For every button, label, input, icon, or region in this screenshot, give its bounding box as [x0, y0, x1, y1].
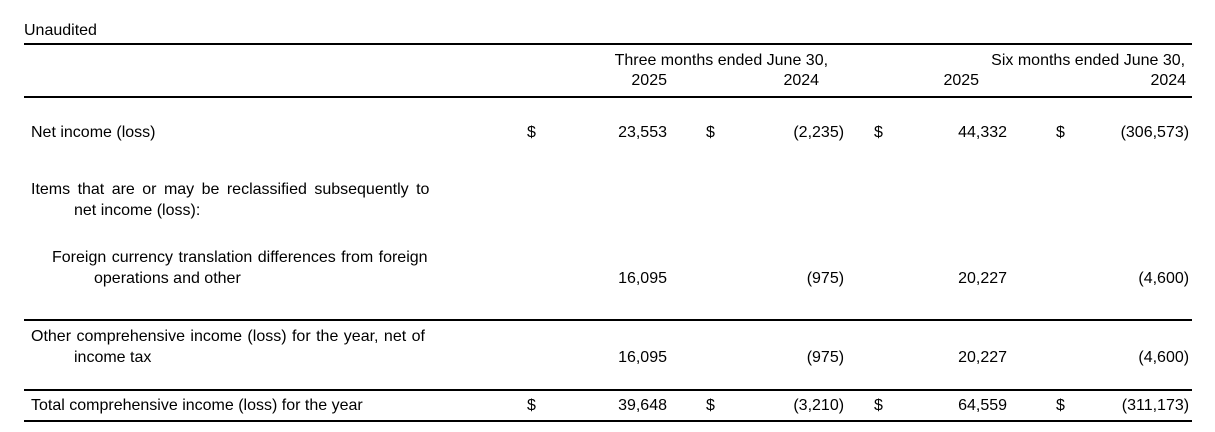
currency-symbol [672, 157, 732, 221]
currency-symbol [1012, 221, 1082, 320]
currency-symbol [499, 221, 554, 320]
year-header-3mo-2024: 2024 [732, 71, 850, 98]
value-cell-6mo-2024: (4,600) [1138, 270, 1190, 287]
row-label-line: operations and other [94, 270, 241, 287]
value-cell-3mo-2025: 23,553 [618, 124, 667, 141]
currency-symbol [1012, 157, 1082, 221]
value-cell-3mo-2025: 16,095 [554, 319, 672, 390]
value-cell-6mo-2025 [899, 157, 1012, 221]
row-label-line: Other comprehensive income (loss) for th… [31, 328, 425, 345]
col-group-six-months: Six months ended June 30, [991, 52, 1186, 69]
row-label: Other comprehensive income (loss) for th… [24, 319, 499, 390]
currency-symbol: $ [527, 124, 536, 141]
row-label: Net income (loss) [24, 97, 499, 157]
currency-symbol: $ [849, 389, 900, 422]
row-label-line: Total comprehensive income (loss) for th… [31, 397, 363, 414]
value-cell-3mo-2024: (975) [732, 319, 850, 390]
label-column-header-blank [24, 71, 499, 98]
table-row-items-reclassified: Items that are or may be reclassified su… [24, 157, 1192, 221]
comprehensive-income-table: Three months ended June 30, Six months e… [24, 43, 1193, 422]
row-label: Foreign currency translation differences… [24, 221, 499, 320]
currency-symbol: $ [1012, 389, 1083, 422]
currency-symbol [499, 319, 554, 390]
spacer-cell [1012, 71, 1083, 98]
row-label-line: Foreign currency translation differences… [52, 249, 428, 266]
row-label-line: net income (loss): [74, 202, 201, 219]
currency-symbol: $ [672, 389, 732, 422]
currency-symbol [849, 157, 899, 221]
label-column-header-blank [24, 44, 499, 71]
currency-symbol [849, 221, 899, 320]
unaudited-label: Unaudited [24, 22, 97, 39]
value-cell-6mo-2024: (4,600) [1082, 319, 1193, 390]
value-cell-6mo-2025: 20,227 [958, 270, 1008, 287]
currency-symbol [499, 157, 554, 221]
currency-symbol [672, 319, 732, 390]
value-cell-6mo-2025: 20,227 [899, 319, 1013, 390]
currency-symbol [1012, 319, 1083, 390]
currency-symbol: $ [706, 124, 715, 141]
row-label-line: Net income (loss) [31, 124, 156, 141]
value-cell-6mo-2024: (311,173) [1082, 389, 1193, 422]
table-row-total-comprehensive-income: Total comprehensive income (loss) for th… [24, 389, 1193, 422]
table-row-other-comprehensive-income: Other comprehensive income (loss) for th… [24, 319, 1193, 390]
year-header-6mo-2024: 2024 [1082, 71, 1193, 98]
currency-symbol: $ [1056, 124, 1065, 141]
value-cell-6mo-2024: (306,573) [1120, 124, 1190, 141]
spacer-cell [499, 71, 554, 98]
value-cell-3mo-2025: 39,648 [554, 389, 672, 422]
value-cell-3mo-2025 [554, 157, 672, 221]
value-cell-3mo-2024: (2,235) [793, 124, 845, 141]
value-cell-6mo-2025: 44,332 [958, 124, 1008, 141]
row-label-line: Items that are or may be reclassified su… [31, 181, 430, 198]
currency-symbol: $ [499, 389, 554, 422]
value-cell-3mo-2024: (975) [806, 270, 845, 287]
currency-symbol [849, 319, 900, 390]
value-cell-6mo-2025: 64,559 [899, 389, 1013, 422]
value-cell-3mo-2025: 16,095 [618, 270, 667, 287]
spacer-cell [672, 71, 732, 98]
period-group-header-row: Three months ended June 30, Six months e… [24, 44, 1192, 71]
table-row-foreign-currency-translation: Foreign currency translation differences… [24, 221, 1192, 320]
value-cell-6mo-2024 [1082, 157, 1192, 221]
row-label: Items that are or may be reclassified su… [24, 157, 499, 221]
currency-symbol: $ [874, 124, 883, 141]
col-group-three-months: Three months ended June 30, [614, 52, 829, 69]
value-cell-3mo-2024 [732, 157, 849, 221]
table-row-net-income: Net income (loss) $ 23,553 $ (2,235) $ 4… [24, 97, 1192, 157]
year-header-row: 2025 2024 2025 2024 [24, 71, 1193, 98]
value-cell-3mo-2024: (3,210) [732, 389, 850, 422]
row-label-line: income tax [74, 349, 152, 366]
spacer-cell [849, 71, 900, 98]
year-header-3mo-2025: 2025 [554, 71, 672, 98]
row-label: Total comprehensive income (loss) for th… [24, 389, 499, 422]
currency-symbol [672, 221, 732, 320]
year-header-6mo-2025: 2025 [899, 71, 1013, 98]
